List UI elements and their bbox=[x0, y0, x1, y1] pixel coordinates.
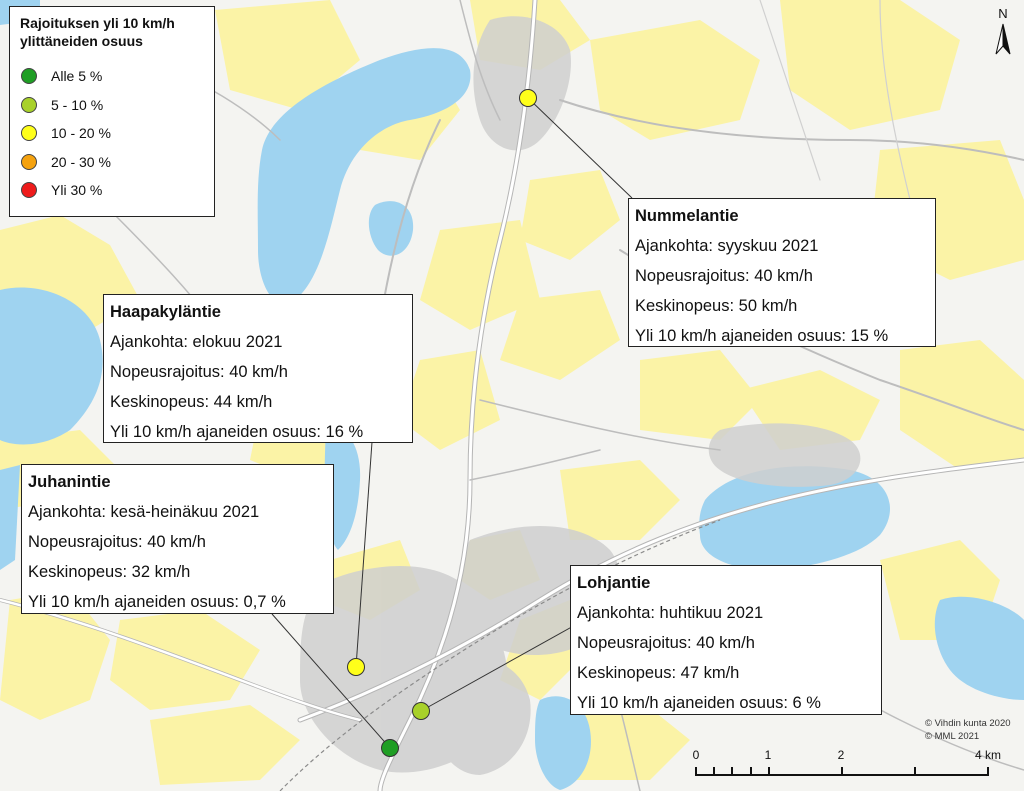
scale-tick bbox=[768, 767, 770, 776]
map-legend: Rajoituksen yli 10 km/h ylittäneiden osu… bbox=[9, 6, 215, 217]
legend-item: 20 - 30 % bbox=[20, 148, 204, 177]
legend-label: Alle 5 % bbox=[51, 68, 103, 85]
callout-title: Lohjantie bbox=[577, 574, 651, 592]
legend-swatch-5-10 bbox=[21, 96, 37, 113]
legend-label: 20 - 30 % bbox=[51, 153, 111, 170]
point-nummelantie[interactable] bbox=[519, 89, 537, 107]
legend-title: Rajoituksen yli 10 km/h ylittäneiden osu… bbox=[20, 15, 175, 49]
callout-average-speed: Keskinopeus: 44 km/h bbox=[110, 393, 273, 411]
callout-date: Ajankohta: huhtikuu 2021 bbox=[577, 604, 764, 622]
point-haapakylantie[interactable] bbox=[347, 658, 365, 676]
scale-bar: 0 1 2 4 km bbox=[690, 748, 1020, 788]
callout-title: Haapakyläntie bbox=[110, 303, 221, 321]
legend-swatch-10-20 bbox=[21, 125, 37, 142]
callout-speeding-share: Yli 10 km/h ajaneiden osuus: 16 % bbox=[110, 423, 364, 441]
point-juhanintie[interactable] bbox=[381, 739, 399, 757]
leader-haapakylantie bbox=[355, 441, 373, 668]
callout-title: Juhanintie bbox=[28, 473, 111, 491]
callout-nummelantie[interactable]: Nummelantie Ajankohta: syyskuu 2021 Nope… bbox=[628, 198, 936, 347]
callout-speeding-share: Yli 10 km/h ajaneiden osuus: 6 % bbox=[577, 694, 821, 712]
scale-tick bbox=[695, 767, 697, 776]
lake-bay bbox=[0, 465, 20, 570]
point-lohjantie[interactable] bbox=[412, 702, 430, 720]
legend-label: Yli 30 % bbox=[51, 182, 103, 199]
callout-speed-limit: Nopeusrajoitus: 40 km/h bbox=[28, 533, 206, 551]
callout-speed-limit: Nopeusrajoitus: 40 km/h bbox=[635, 267, 813, 285]
scale-tick bbox=[731, 767, 733, 776]
legend-label: 5 - 10 % bbox=[51, 96, 104, 113]
callout-average-speed: Keskinopeus: 32 km/h bbox=[28, 563, 191, 581]
lake-east bbox=[699, 466, 890, 571]
credit-line: © MML 2021 bbox=[925, 731, 980, 742]
legend-swatch-over-30 bbox=[21, 182, 37, 199]
scale-tick bbox=[914, 767, 916, 776]
leader-juhanintie bbox=[271, 613, 391, 749]
callout-average-speed: Keskinopeus: 47 km/h bbox=[577, 664, 740, 682]
callout-date: Ajankohta: syyskuu 2021 bbox=[635, 237, 819, 255]
lake-southwest bbox=[535, 696, 591, 790]
callout-speed-limit: Nopeusrajoitus: 40 km/h bbox=[110, 363, 288, 381]
scale-tick bbox=[841, 767, 843, 776]
scale-tick bbox=[713, 767, 715, 776]
leader-lohjantie bbox=[420, 623, 578, 712]
measurement-points bbox=[347, 89, 537, 757]
north-label: N bbox=[998, 6, 1008, 21]
leader-lines bbox=[271, 97, 633, 749]
scale-label-0: 0 bbox=[692, 748, 700, 762]
north-arrow: N bbox=[992, 6, 1014, 56]
scale-label-1: 1 bbox=[764, 748, 772, 762]
scale-tick bbox=[987, 767, 989, 776]
lake-north bbox=[257, 48, 471, 304]
callout-title: Nummelantie bbox=[635, 207, 739, 225]
north-arrow-icon bbox=[995, 23, 1011, 55]
legend-item: 10 - 20 % bbox=[20, 119, 204, 148]
callout-date: Ajankohta: kesä-heinäkuu 2021 bbox=[28, 503, 260, 521]
legend-item: Alle 5 % bbox=[20, 62, 204, 91]
callout-haapakylantie[interactable]: Haapakyläntie Ajankohta: elokuu 2021 Nop… bbox=[103, 294, 413, 443]
legend-swatch-under-5 bbox=[21, 68, 37, 85]
railway bbox=[279, 519, 721, 791]
legend-swatch-20-30 bbox=[21, 153, 37, 170]
callout-speeding-share: Yli 10 km/h ajaneiden osuus: 15 % bbox=[635, 327, 889, 345]
callout-average-speed: Keskinopeus: 50 km/h bbox=[635, 297, 798, 315]
scale-label-2: 2 bbox=[837, 748, 845, 762]
callout-juhanintie[interactable]: Juhanintie Ajankohta: kesä-heinäkuu 2021… bbox=[21, 464, 334, 614]
lake-west bbox=[0, 287, 103, 445]
callout-speeding-share: Yli 10 km/h ajaneiden osuus: 0,7 % bbox=[28, 593, 286, 611]
map-credits: © Vihdin kunta 2020 © MML 2021 bbox=[925, 717, 1011, 743]
callout-lohjantie[interactable]: Lohjantie Ajankohta: huhtikuu 2021 Nopeu… bbox=[570, 565, 882, 715]
credit-line: © Vihdin kunta 2020 bbox=[925, 718, 1011, 729]
legend-item: Yli 30 % bbox=[20, 176, 204, 205]
legend-item: 5 - 10 % bbox=[20, 91, 204, 120]
callout-speed-limit: Nopeusrajoitus: 40 km/h bbox=[577, 634, 755, 652]
callout-date: Ajankohta: elokuu 2021 bbox=[110, 333, 283, 351]
scale-label-4: 4 km bbox=[974, 748, 1002, 762]
lake-small bbox=[368, 201, 414, 256]
lake-southeast bbox=[934, 596, 1024, 700]
leader-nummelantie bbox=[527, 97, 633, 199]
scale-tick bbox=[750, 767, 752, 776]
legend-label: 10 - 20 % bbox=[51, 125, 111, 142]
